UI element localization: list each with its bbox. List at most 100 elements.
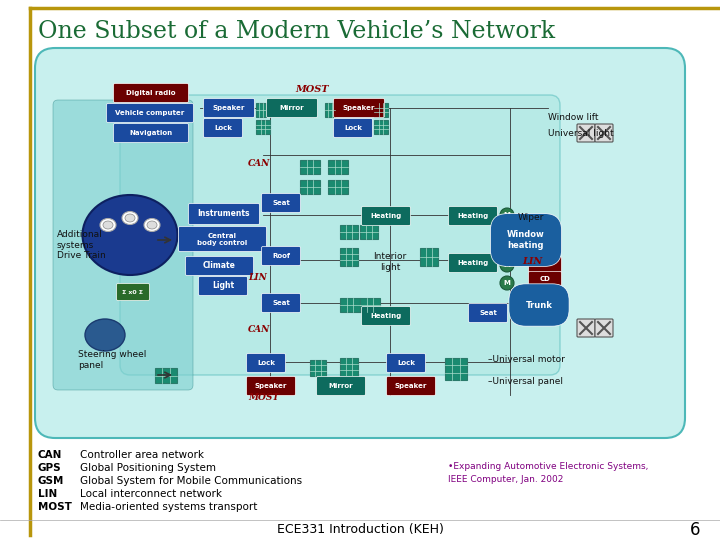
FancyBboxPatch shape bbox=[340, 248, 358, 266]
FancyBboxPatch shape bbox=[114, 84, 189, 103]
Text: Heating: Heating bbox=[370, 313, 402, 319]
Text: –Universal panel: –Universal panel bbox=[488, 377, 563, 387]
Text: LIN: LIN bbox=[38, 489, 58, 499]
FancyBboxPatch shape bbox=[261, 193, 300, 213]
Text: Σ x0 Σ: Σ x0 Σ bbox=[122, 289, 143, 294]
Text: Window lift: Window lift bbox=[548, 113, 598, 123]
FancyBboxPatch shape bbox=[179, 226, 266, 252]
Text: CAN: CAN bbox=[38, 450, 63, 460]
FancyBboxPatch shape bbox=[449, 206, 498, 226]
FancyBboxPatch shape bbox=[266, 98, 318, 118]
Text: CD: CD bbox=[539, 276, 550, 282]
Text: Light: Light bbox=[212, 281, 234, 291]
Text: Interior
light: Interior light bbox=[374, 252, 407, 272]
FancyBboxPatch shape bbox=[528, 286, 562, 301]
FancyBboxPatch shape bbox=[199, 276, 248, 295]
FancyBboxPatch shape bbox=[328, 180, 348, 194]
FancyBboxPatch shape bbox=[328, 160, 348, 174]
Text: Lock: Lock bbox=[214, 125, 232, 131]
Ellipse shape bbox=[500, 208, 514, 222]
FancyBboxPatch shape bbox=[333, 118, 372, 138]
Text: GSM: GSM bbox=[536, 291, 554, 296]
FancyBboxPatch shape bbox=[325, 103, 335, 117]
Text: Wiper: Wiper bbox=[518, 213, 544, 222]
FancyBboxPatch shape bbox=[374, 103, 388, 117]
Text: MOST: MOST bbox=[248, 394, 279, 402]
Text: Central
body control: Central body control bbox=[197, 233, 248, 246]
Text: •Expanding Automotive Electronic Systems,
IEEE Computer, Jan. 2002: •Expanding Automotive Electronic Systems… bbox=[448, 462, 649, 483]
Text: Trunk: Trunk bbox=[526, 300, 552, 309]
Ellipse shape bbox=[125, 214, 135, 222]
Ellipse shape bbox=[83, 195, 178, 275]
FancyBboxPatch shape bbox=[246, 376, 295, 395]
Text: Seat: Seat bbox=[479, 310, 497, 316]
FancyBboxPatch shape bbox=[204, 98, 254, 118]
FancyBboxPatch shape bbox=[449, 253, 498, 273]
FancyBboxPatch shape bbox=[360, 225, 378, 239]
FancyBboxPatch shape bbox=[114, 124, 189, 143]
FancyBboxPatch shape bbox=[577, 319, 595, 337]
FancyBboxPatch shape bbox=[445, 358, 467, 380]
Text: Climate: Climate bbox=[203, 261, 236, 271]
Text: Additional
systems
Drive Train: Additional systems Drive Train bbox=[57, 230, 106, 260]
Text: CAN: CAN bbox=[248, 326, 271, 334]
Text: Global Positioning System: Global Positioning System bbox=[80, 463, 216, 473]
FancyBboxPatch shape bbox=[340, 358, 358, 376]
FancyBboxPatch shape bbox=[374, 120, 388, 134]
Text: M: M bbox=[503, 262, 510, 268]
Text: 6: 6 bbox=[690, 521, 700, 539]
Text: ECE331 Introduction (KEH): ECE331 Introduction (KEH) bbox=[276, 523, 444, 537]
Ellipse shape bbox=[500, 258, 514, 272]
FancyBboxPatch shape bbox=[528, 272, 562, 287]
FancyBboxPatch shape bbox=[261, 294, 300, 313]
FancyBboxPatch shape bbox=[186, 256, 253, 275]
FancyBboxPatch shape bbox=[387, 376, 436, 395]
Text: Universal light: Universal light bbox=[548, 129, 613, 138]
Text: Seat: Seat bbox=[272, 300, 290, 306]
FancyBboxPatch shape bbox=[420, 248, 438, 266]
FancyBboxPatch shape bbox=[361, 206, 410, 226]
Ellipse shape bbox=[500, 276, 514, 290]
Ellipse shape bbox=[500, 226, 514, 240]
Text: Controller area network: Controller area network bbox=[80, 450, 204, 460]
Text: Instruments: Instruments bbox=[198, 210, 251, 219]
FancyBboxPatch shape bbox=[117, 284, 150, 300]
FancyBboxPatch shape bbox=[53, 100, 193, 390]
Text: Lock: Lock bbox=[344, 125, 362, 131]
Text: Speaker: Speaker bbox=[343, 105, 375, 111]
FancyBboxPatch shape bbox=[256, 103, 266, 117]
FancyBboxPatch shape bbox=[595, 319, 613, 337]
Text: MOST: MOST bbox=[295, 85, 329, 94]
Text: Roof: Roof bbox=[272, 253, 290, 259]
Text: Mirror: Mirror bbox=[329, 383, 354, 389]
FancyBboxPatch shape bbox=[256, 120, 270, 134]
Text: Global System for Mobile Communications: Global System for Mobile Communications bbox=[80, 476, 302, 486]
FancyBboxPatch shape bbox=[246, 354, 286, 373]
Text: M: M bbox=[503, 230, 510, 236]
Text: GPS: GPS bbox=[38, 463, 62, 473]
FancyBboxPatch shape bbox=[577, 124, 595, 142]
FancyBboxPatch shape bbox=[361, 307, 410, 326]
Text: Speaker: Speaker bbox=[395, 383, 427, 389]
Text: Media-oriented systems transport: Media-oriented systems transport bbox=[80, 502, 257, 512]
Text: Heating: Heating bbox=[370, 213, 402, 219]
Ellipse shape bbox=[103, 221, 113, 229]
Text: Speaker: Speaker bbox=[213, 105, 246, 111]
Text: Speaker: Speaker bbox=[255, 383, 287, 389]
Text: CAN: CAN bbox=[248, 159, 271, 167]
Text: Local interconnect network: Local interconnect network bbox=[80, 489, 222, 499]
Text: GSM: GSM bbox=[38, 476, 64, 486]
Text: Seat: Seat bbox=[272, 200, 290, 206]
FancyBboxPatch shape bbox=[300, 160, 320, 174]
Text: LIN: LIN bbox=[248, 273, 267, 282]
Text: Steering wheel
panel: Steering wheel panel bbox=[78, 350, 146, 370]
Text: Heating: Heating bbox=[457, 213, 489, 219]
Text: M: M bbox=[503, 280, 510, 286]
Text: Heating: Heating bbox=[457, 260, 489, 266]
Text: –Universal motor: –Universal motor bbox=[488, 355, 565, 364]
FancyBboxPatch shape bbox=[360, 298, 380, 312]
Text: Digital radio: Digital radio bbox=[126, 90, 176, 96]
Text: Vehicle computer: Vehicle computer bbox=[115, 110, 184, 116]
Ellipse shape bbox=[85, 319, 125, 351]
Ellipse shape bbox=[122, 212, 138, 225]
